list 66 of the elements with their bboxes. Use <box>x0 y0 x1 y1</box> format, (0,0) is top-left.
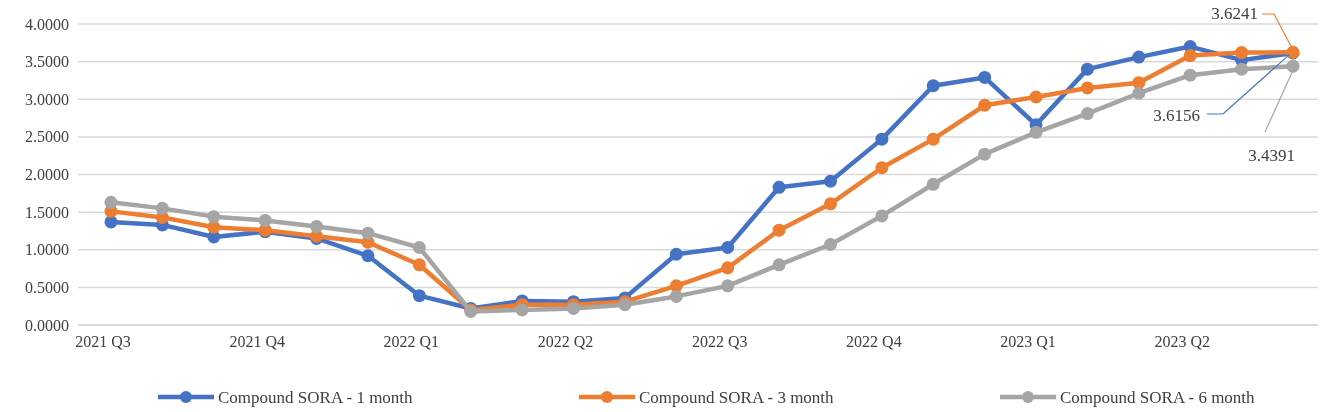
point <box>155 201 169 215</box>
point <box>823 197 837 211</box>
point <box>875 209 889 223</box>
point <box>412 289 426 303</box>
point <box>310 219 324 233</box>
data-label: 3.4391 <box>1248 146 1295 165</box>
x-tick-label: 2021 Q4 <box>229 333 285 350</box>
legend-label: Compound SORA - 6 month <box>1060 387 1256 407</box>
point <box>823 174 837 188</box>
y-tick-label: 4.0000 <box>25 15 69 33</box>
point <box>669 289 683 303</box>
point <box>1029 90 1043 104</box>
point <box>515 303 529 317</box>
x-tick-label: 2022 Q2 <box>537 333 594 350</box>
point <box>926 132 940 146</box>
point <box>258 213 272 227</box>
legend-label: Compound SORA - 1 month <box>218 387 414 407</box>
point <box>1080 62 1094 76</box>
point <box>669 247 683 261</box>
point <box>412 240 426 254</box>
point <box>1080 107 1094 121</box>
data-label: 3.6241 <box>1211 4 1258 23</box>
point <box>772 258 786 272</box>
point <box>1029 125 1043 139</box>
point <box>772 223 786 237</box>
point <box>361 249 375 263</box>
point <box>823 237 837 251</box>
y-tick-label: 0.0000 <box>25 316 69 334</box>
point <box>1132 86 1146 100</box>
x-tick-label: 2022 Q3 <box>691 333 748 350</box>
point <box>412 258 426 272</box>
point <box>104 195 118 209</box>
point <box>1183 49 1197 63</box>
point <box>721 261 735 275</box>
x-tick-label: 2023 Q1 <box>1000 333 1056 350</box>
point <box>1235 46 1249 60</box>
y-tick-label: 1.0000 <box>25 241 69 259</box>
x-tick-label: 2022 Q4 <box>846 333 902 350</box>
point <box>1132 50 1146 64</box>
x-tick-label: 2023 Q2 <box>1154 333 1210 350</box>
point <box>926 79 940 93</box>
point <box>1235 62 1249 76</box>
point <box>1286 59 1300 73</box>
point <box>361 226 375 240</box>
point <box>926 177 940 191</box>
legend-label: Compound SORA - 3 month <box>639 387 835 407</box>
point <box>875 161 889 175</box>
y-tick-label: 3.5000 <box>25 53 69 71</box>
point <box>721 240 735 254</box>
point <box>207 210 221 224</box>
point <box>721 279 735 293</box>
point <box>875 132 889 146</box>
point <box>1183 68 1197 82</box>
point <box>978 70 992 84</box>
point <box>978 98 992 112</box>
point <box>978 147 992 161</box>
y-tick-label: 0.5000 <box>25 278 69 296</box>
point <box>772 180 786 194</box>
x-tick-label: 2021 Q3 <box>75 333 131 350</box>
data-label: 3.6156 <box>1153 106 1200 125</box>
y-tick-label: 2.0000 <box>25 166 69 184</box>
point <box>1080 81 1094 95</box>
y-tick-label: 2.5000 <box>25 128 69 146</box>
x-tick-label: 2022 Q1 <box>383 333 440 350</box>
y-tick-label: 1.5000 <box>25 203 69 221</box>
y-tick-label: 3.0000 <box>25 90 69 108</box>
